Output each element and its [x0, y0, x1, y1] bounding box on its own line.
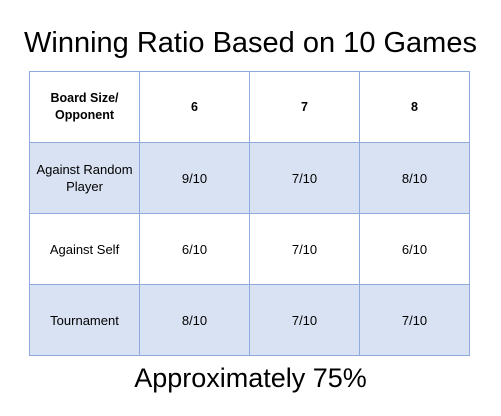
corner-header: Board Size/ Opponent	[29, 71, 140, 143]
table-cell: 7/10	[249, 142, 360, 214]
table-cell: 8/10	[139, 284, 250, 356]
summary-text: Approximately 75%	[134, 363, 367, 393]
results-table: Board Size/ Opponent 6 7 8 Against Rando…	[29, 71, 470, 356]
table-cell: 7/10	[249, 284, 360, 356]
table-cell: 8/10	[359, 142, 470, 214]
column-header: 6	[139, 71, 250, 143]
table-cell: 6/10	[139, 213, 250, 285]
row-label: Tournament	[29, 284, 140, 356]
row-label: Against Self	[29, 213, 140, 285]
column-header: 8	[359, 71, 470, 143]
table-cell: 9/10	[139, 142, 250, 214]
table-row: Against Self 6/10 7/10 6/10	[29, 213, 470, 285]
table-cell: 7/10	[249, 213, 360, 285]
table-cell: 7/10	[359, 284, 470, 356]
page-title: Winning Ratio Based on 10 Games	[24, 27, 477, 59]
table-row: Against Random Player 9/10 7/10 8/10	[29, 142, 470, 214]
row-label: Against Random Player	[29, 142, 140, 214]
table-row: Tournament 8/10 7/10 7/10	[29, 284, 470, 356]
table-cell: 6/10	[359, 213, 470, 285]
table-header-row: Board Size/ Opponent 6 7 8	[29, 71, 470, 143]
column-header: 7	[249, 71, 360, 143]
